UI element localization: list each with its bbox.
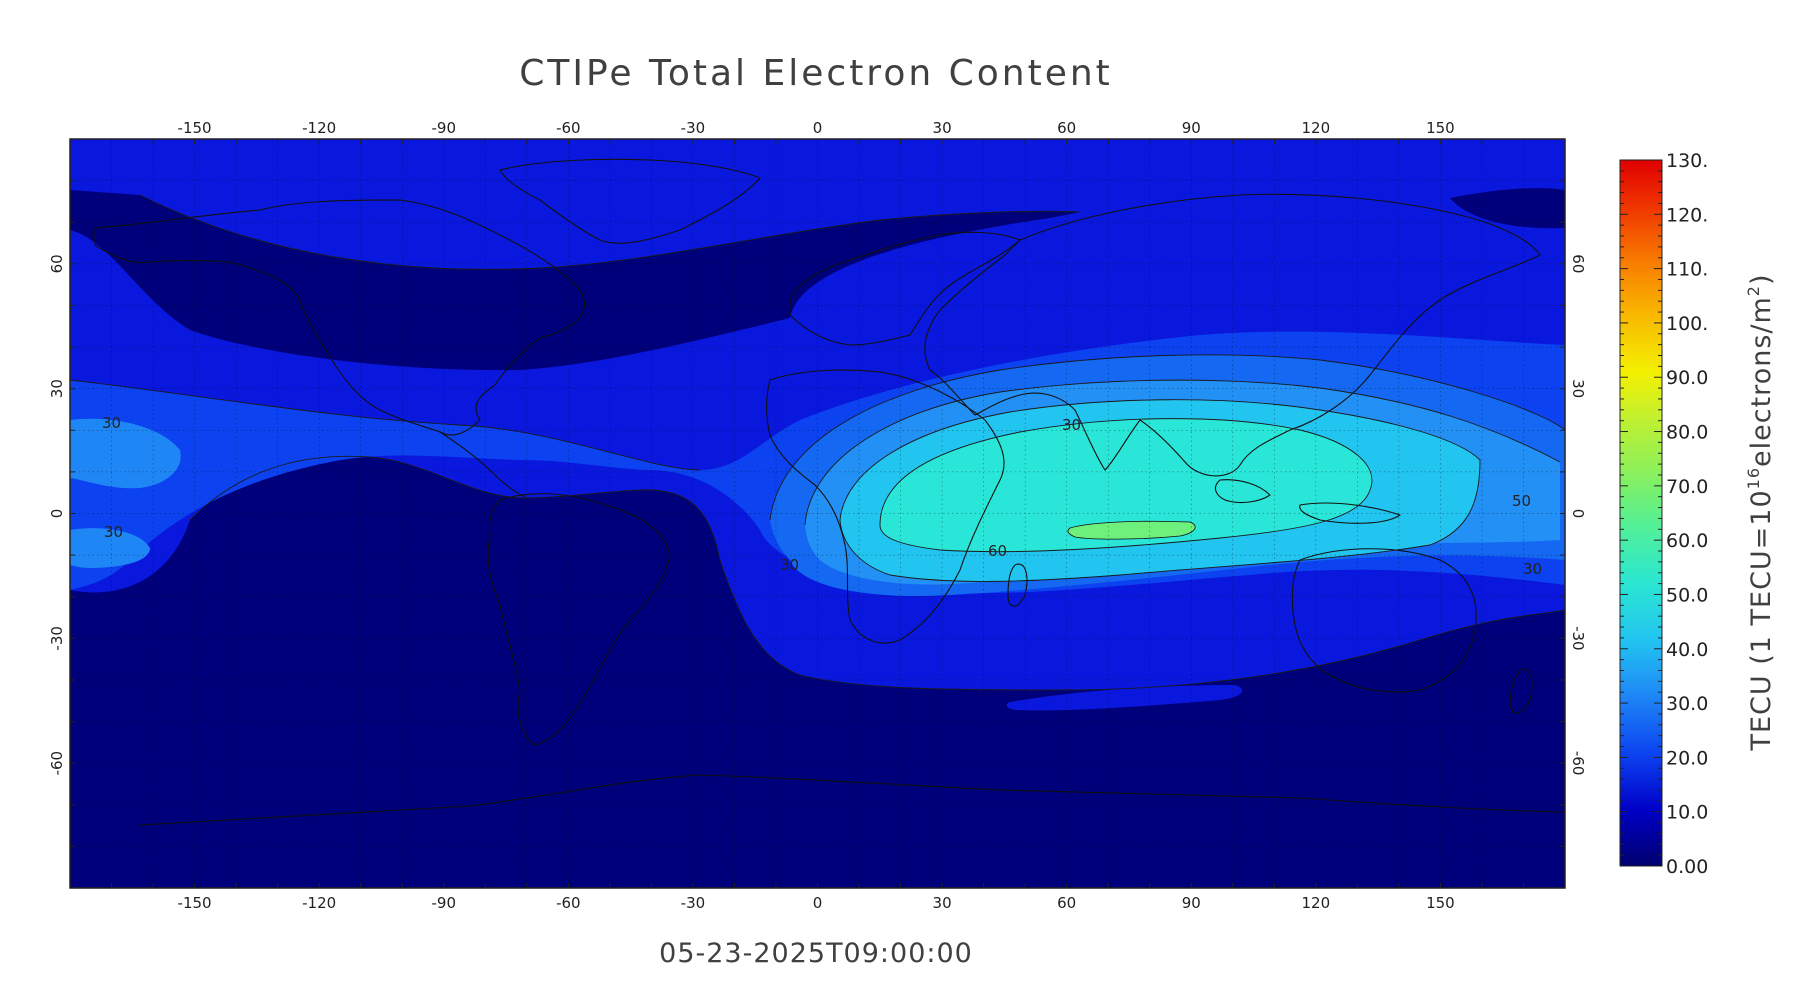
lon-tick-label-bottom: 90 xyxy=(1182,894,1201,912)
colorbar-label: 40.0 xyxy=(1666,639,1708,661)
tec-band-30-40-pacific-b xyxy=(70,528,150,568)
axis-left: 60 30 0 -30 -60 xyxy=(48,180,75,847)
coast-africa xyxy=(766,369,1005,644)
coast-madagascar xyxy=(1007,563,1028,607)
coast-south-america xyxy=(487,493,671,746)
lon-tick-label-bottom: 150 xyxy=(1426,894,1455,912)
colorbar-title: TECU (1 TECU=1016electrons/m2) xyxy=(1744,273,1777,751)
lon-tick-label-bottom: -60 xyxy=(556,894,581,912)
colorbar-label: 80.0 xyxy=(1666,422,1708,444)
colorbar-label: 50.0 xyxy=(1666,584,1708,606)
lon-tick-label-top: 120 xyxy=(1302,119,1331,137)
tec-band-60-70 xyxy=(1067,520,1196,540)
lon-tick-label-top: 150 xyxy=(1426,119,1455,137)
coast-antarctica xyxy=(139,774,1565,826)
colorbar-label: 90.0 xyxy=(1666,367,1708,389)
lon-tick-label-bottom: -150 xyxy=(178,894,212,912)
contour-label: 60 xyxy=(988,542,1007,560)
contour-label: 30 xyxy=(102,414,121,432)
lat-tick-label-left: 30 xyxy=(48,379,66,398)
coast-new-guinea xyxy=(1299,502,1401,524)
coast-europe xyxy=(789,231,1021,346)
tec-band-0-10-north xyxy=(70,190,1080,371)
map-area: 30 30 30 30 30 60 50 xyxy=(70,139,1565,888)
lon-tick-label-top: -150 xyxy=(178,119,212,137)
lon-tick-label-top: 60 xyxy=(1057,119,1076,137)
contour-label: 30 xyxy=(1523,560,1542,578)
lon-tick-label-bottom: 30 xyxy=(933,894,952,912)
colorbar-label: 0.00 xyxy=(1666,856,1708,878)
tec-band-0-10-ne xyxy=(1450,188,1565,229)
lat-tick-label-right: -60 xyxy=(1569,751,1587,776)
coast-new-zealand xyxy=(1509,668,1533,714)
lat-tick-label-left: -30 xyxy=(48,626,66,651)
lat-tick-label-right: 0 xyxy=(1569,509,1587,519)
axis-bottom: -150 -120 -90 -60 -30 0 30 60 90 120 150 xyxy=(111,883,1524,912)
tec-band-0-10-south xyxy=(70,456,1565,888)
coast-greenland xyxy=(499,158,761,244)
lat-tick-label-left: 60 xyxy=(48,254,66,273)
axis-right: 60 30 0 -30 -60 xyxy=(1560,180,1587,847)
lon-tick-label-top: -60 xyxy=(556,119,581,137)
contour-label: 30 xyxy=(780,556,799,574)
colorbar-label: 70.0 xyxy=(1666,476,1708,498)
lat-tick-label-right: 30 xyxy=(1569,379,1587,398)
coast-borneo xyxy=(1214,479,1271,504)
coast-central-america xyxy=(439,431,526,498)
colorbar-label: 110. xyxy=(1666,259,1708,281)
chart-title: CTIPe Total Electron Content xyxy=(519,53,1113,94)
tec-band-10-20-stripe xyxy=(1006,685,1243,711)
lon-tick-label-top: -30 xyxy=(681,119,706,137)
colorbar-label: 30.0 xyxy=(1666,693,1708,715)
lon-tick-label-top: -120 xyxy=(302,119,336,137)
coast-australia xyxy=(1291,548,1477,693)
colorbar xyxy=(1619,159,1663,867)
contour-label: 30 xyxy=(104,523,123,541)
colorbar-label: 130. xyxy=(1666,150,1708,172)
lon-tick-label-bottom: 0 xyxy=(813,894,823,912)
lon-tick-label-top: 30 xyxy=(933,119,952,137)
colorbar-label: 20.0 xyxy=(1666,747,1708,769)
lat-tick-label-right: -30 xyxy=(1569,626,1587,651)
colorbar-label: 10.0 xyxy=(1666,802,1708,824)
lon-tick-label-bottom: -90 xyxy=(432,894,457,912)
lon-tick-label-top: 0 xyxy=(813,119,823,137)
colorbar-ticks: 130. 120. 110. 100. 90.0 80.0 70.0 60.0 50.0 40.0… xyxy=(1620,150,1708,878)
lon-tick-label-bottom: 120 xyxy=(1302,894,1331,912)
contour-label: 50 xyxy=(1512,492,1531,510)
lat-tick-label-left: 0 xyxy=(48,509,66,519)
lat-tick-label-left: -60 xyxy=(48,751,66,776)
lon-tick-label-bottom: -120 xyxy=(302,894,336,912)
coastlines xyxy=(94,158,1565,826)
lon-tick-label-top: -90 xyxy=(432,119,457,137)
graticule xyxy=(70,139,1565,888)
lon-tick-label-top: 90 xyxy=(1182,119,1201,137)
colorbar-label: 100. xyxy=(1666,313,1708,335)
lat-tick-label-right: 60 xyxy=(1569,254,1587,273)
lon-tick-label-bottom: 60 xyxy=(1057,894,1076,912)
contour-lines xyxy=(70,194,1565,691)
contour-label: 30 xyxy=(1062,416,1081,434)
timestamp: 05-23-2025T09:00:00 xyxy=(659,938,973,969)
lon-tick-label-bottom: -30 xyxy=(681,894,706,912)
axis-top: -150 -120 -90 -60 -30 0 30 60 90 120 150 xyxy=(111,119,1524,144)
colorbar-label: 120. xyxy=(1666,204,1708,226)
coast-asia xyxy=(924,193,1541,477)
colorbar-label: 60.0 xyxy=(1666,530,1708,552)
coast-north-america xyxy=(94,199,586,436)
